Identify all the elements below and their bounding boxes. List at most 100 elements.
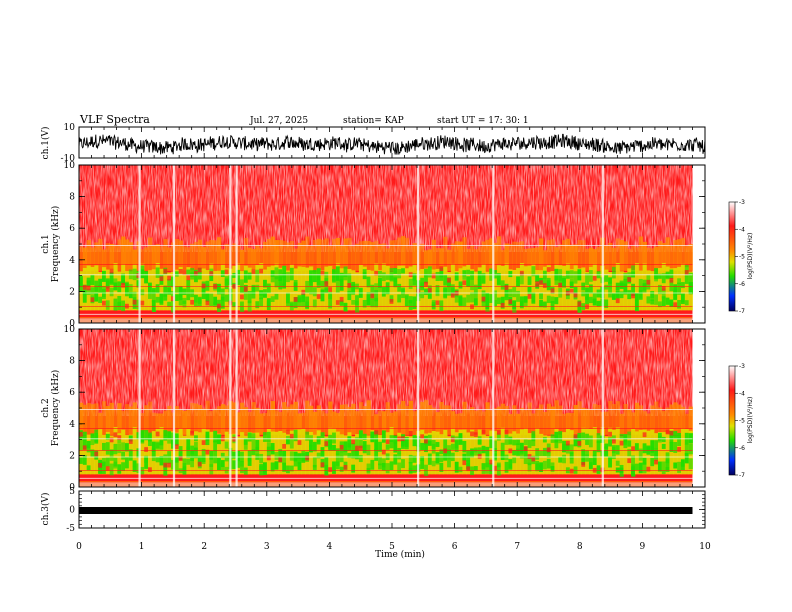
psd-cell [669, 277, 674, 283]
psd-cell [328, 302, 333, 309]
psd-cell [535, 408, 540, 435]
psd-cell [378, 410, 383, 435]
psd-cell [431, 273, 436, 279]
psd-cell [650, 248, 655, 271]
ch1-waveform-trace [78, 133, 706, 155]
psd-cell [312, 441, 318, 452]
psd-cell [481, 463, 486, 470]
psd-cell [144, 430, 149, 441]
psd-cell [627, 409, 632, 435]
psd-cell [427, 266, 433, 278]
psd-cell [263, 462, 268, 473]
psd-cell [309, 245, 314, 271]
psd-cell [550, 462, 555, 468]
psd-cell [282, 283, 287, 289]
psd-cell [527, 454, 532, 459]
psd-cell [519, 241, 525, 271]
psd-cell [174, 294, 180, 301]
psd-cell [282, 402, 287, 435]
psd-cell [665, 429, 670, 435]
psd-cell [178, 451, 183, 460]
psd-cell [493, 440, 498, 453]
psd-cell [263, 279, 268, 288]
psd-cell [347, 436, 352, 448]
psd-cell [512, 449, 517, 456]
psd-cell [117, 295, 122, 307]
psd-cell [82, 445, 88, 451]
psd-cell [266, 442, 272, 452]
psd-cell [278, 269, 283, 282]
psd-cell [684, 246, 690, 271]
ch1-colorbar-label: log(PSD)(V²/Hz) [747, 233, 754, 280]
sferic-streak [138, 165, 141, 323]
psd-cell [266, 300, 272, 311]
psd-cell [362, 272, 367, 280]
psd-cell [351, 464, 356, 473]
psd-cell [94, 403, 99, 435]
psd-cell [232, 302, 237, 308]
psd-cell [98, 296, 103, 303]
psd-cell [401, 268, 406, 274]
psd-cell [673, 302, 678, 308]
psd-cell [324, 288, 329, 294]
psd-cell [519, 272, 525, 285]
psd-cell [546, 240, 552, 271]
psd-cell [128, 435, 134, 441]
psd-cell [569, 444, 575, 454]
y-tick-label: 8 [69, 193, 75, 203]
psd-cell [585, 248, 590, 271]
psd-cell [523, 439, 529, 446]
psd-cell [489, 430, 494, 475]
psd-cell [466, 248, 471, 271]
psd-cell [255, 453, 260, 460]
psd-cell [443, 286, 448, 298]
psd-cell [604, 269, 609, 311]
psd-cell [577, 441, 582, 446]
psd-cell [343, 266, 348, 277]
figure-title: VLF Spectra [79, 113, 150, 126]
psd-cell [190, 430, 195, 436]
psd-cell [496, 297, 502, 305]
psd-cell [611, 247, 617, 271]
psd-cell [102, 434, 107, 475]
y-tick-label: 8 [69, 357, 75, 367]
psd-cell [190, 402, 195, 435]
psd-cell [638, 236, 644, 271]
psd-cell [431, 407, 436, 435]
psd-cell [312, 239, 318, 271]
psd-cell [94, 451, 99, 457]
psd-cell [370, 242, 375, 271]
psd-cell [362, 240, 367, 271]
psd-cell [542, 460, 548, 470]
psd-cell [289, 240, 295, 271]
psd-cell [677, 282, 682, 295]
psd-cell [286, 465, 291, 474]
time-tick-label: 3 [264, 542, 270, 552]
psd-cell [293, 297, 298, 302]
psd-cell [558, 274, 563, 288]
psd-cell [562, 265, 567, 311]
psd-cell [623, 403, 628, 435]
psd-cell [266, 455, 272, 461]
psd-cell [236, 450, 241, 460]
psd-cell [519, 270, 525, 276]
psd-cell [148, 401, 153, 435]
time-tick-label: 7 [514, 542, 520, 552]
psd-cell [163, 285, 168, 297]
psd-cell [132, 268, 137, 281]
psd-cell [661, 285, 667, 291]
psd-cell [424, 268, 429, 277]
ch2-spectrogram-ylabel: Frequency (kHz) [50, 370, 61, 447]
psd-cell [263, 432, 268, 442]
psd-cell [79, 431, 84, 437]
psd-cell [493, 242, 498, 271]
psd-cell [197, 269, 203, 311]
psd-cell [654, 440, 659, 450]
psd-cell [117, 464, 122, 474]
psd-cell [320, 462, 325, 468]
psd-cell [608, 282, 613, 290]
psd-cell [374, 283, 379, 293]
psd-cell [259, 297, 264, 307]
psd-cell [661, 410, 667, 435]
